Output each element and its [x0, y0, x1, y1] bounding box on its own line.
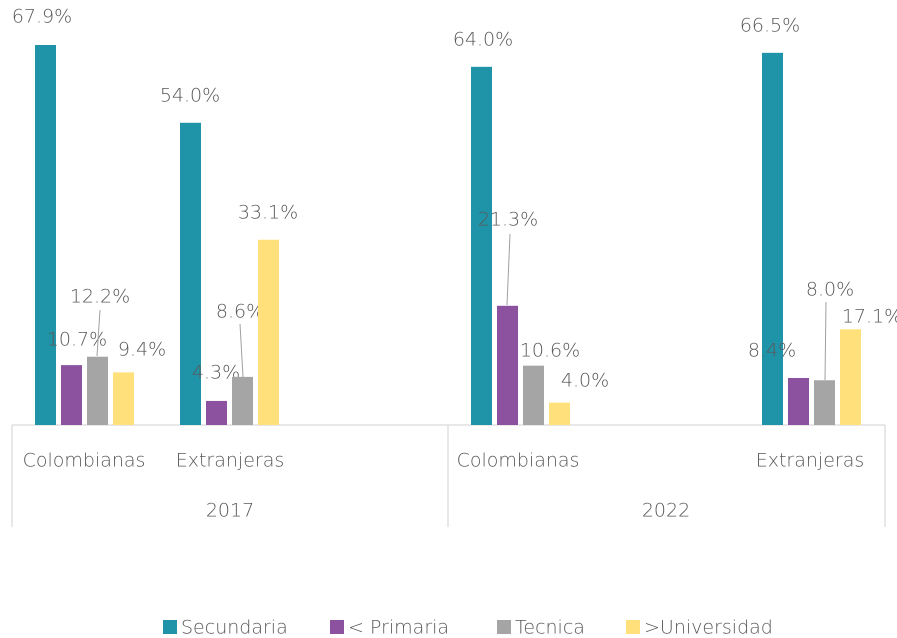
data-label: 54.0% — [160, 85, 220, 107]
legend-label: Secundaria — [181, 617, 288, 638]
bar — [232, 376, 253, 425]
data-label: 10.6% — [520, 340, 580, 362]
legend-swatch — [497, 620, 511, 634]
bar — [814, 380, 835, 425]
legend-swatch — [626, 620, 640, 634]
bar — [113, 372, 134, 425]
bar — [549, 402, 570, 425]
data-label: 66.5% — [740, 15, 800, 37]
bar — [180, 122, 201, 426]
data-label: 9.4% — [118, 339, 166, 361]
bar — [258, 239, 279, 425]
data-label: 33.1% — [238, 202, 298, 224]
leader-line — [239, 323, 244, 378]
legend-label: >Universidad — [644, 617, 773, 638]
bar — [471, 66, 492, 425]
legend-label: < Primaria — [348, 617, 449, 638]
bar — [35, 45, 56, 425]
x-tick-label: Colombianas — [457, 450, 580, 472]
data-label: 4.3% — [192, 362, 240, 384]
bar — [87, 356, 108, 425]
bar — [788, 377, 809, 425]
data-label: 8.6% — [216, 301, 264, 323]
legend-label: Tecnica — [515, 617, 585, 638]
legend-swatch — [330, 620, 344, 634]
leader-line — [506, 233, 511, 306]
data-label: 17.1% — [842, 306, 897, 328]
legend-swatch — [163, 620, 177, 634]
x-tick-label: Extranjeras — [176, 450, 285, 472]
bar — [523, 365, 544, 425]
data-label: 21.3% — [478, 209, 538, 231]
leader-line — [824, 301, 827, 381]
group-label: 2017 — [206, 500, 254, 522]
bar — [497, 305, 518, 425]
group-label: 2022 — [642, 500, 690, 522]
data-label: 67.9% — [12, 6, 72, 28]
data-label: 8.4% — [748, 340, 796, 362]
bar — [840, 329, 861, 425]
data-label: 10.7% — [47, 329, 107, 351]
bar — [762, 52, 783, 425]
data-label: 12.2% — [70, 286, 130, 308]
x-tick-label: Colombianas — [23, 450, 146, 472]
x-tick-label: Extranjeras — [756, 450, 865, 472]
data-label: 64.0% — [453, 29, 513, 51]
leader-line — [96, 309, 101, 357]
bar — [206, 400, 227, 425]
bar — [61, 365, 82, 425]
data-label: 4.0% — [561, 370, 609, 392]
data-label: 8.0% — [806, 279, 854, 301]
